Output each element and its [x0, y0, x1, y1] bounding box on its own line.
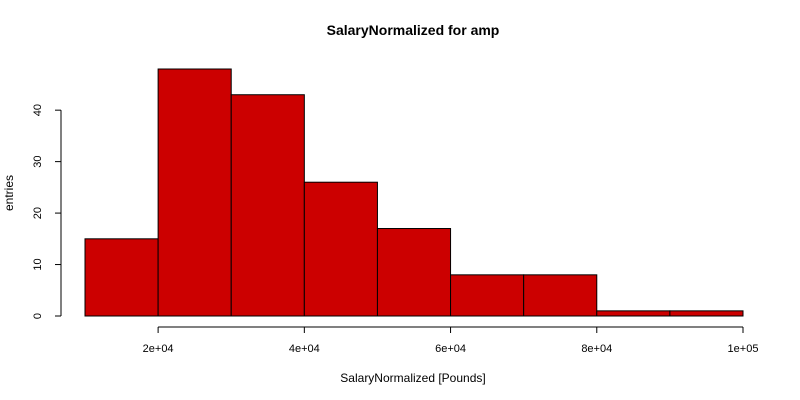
x-tick-label: 1e+05	[728, 343, 759, 355]
y-axis: 0 10 20 30 40	[32, 104, 62, 319]
x-tick-label: 2e+04	[143, 343, 174, 355]
histogram-bar	[157, 68, 232, 317]
x-tick-label: 4e+04	[289, 343, 320, 355]
y-axis-label: entries	[2, 175, 16, 211]
histogram-bar	[303, 181, 378, 317]
y-tick-label: 0	[32, 313, 44, 319]
bars-group	[84, 68, 744, 317]
histogram-bar	[669, 310, 744, 317]
y-tick-label: 30	[32, 156, 44, 168]
x-axis: 2e+04 4e+04 6e+04 8e+04 1e+05	[143, 326, 759, 355]
x-tick-label: 8e+04	[581, 343, 612, 355]
histogram-bar	[84, 238, 159, 317]
histogram-bar	[523, 274, 598, 317]
y-tick-label: 40	[32, 104, 44, 116]
y-tick-label: 10	[32, 258, 44, 270]
x-tick-label: 6e+04	[435, 343, 466, 355]
histogram-bar	[376, 228, 452, 317]
y-tick-label: 20	[32, 207, 44, 219]
histogram-bar	[230, 94, 305, 317]
x-axis-label: SalaryNormalized [Pounds]	[340, 371, 485, 385]
chart-title: SalaryNormalized for amp	[327, 22, 500, 38]
histogram-bar	[596, 310, 671, 317]
histogram-bar	[450, 274, 525, 317]
